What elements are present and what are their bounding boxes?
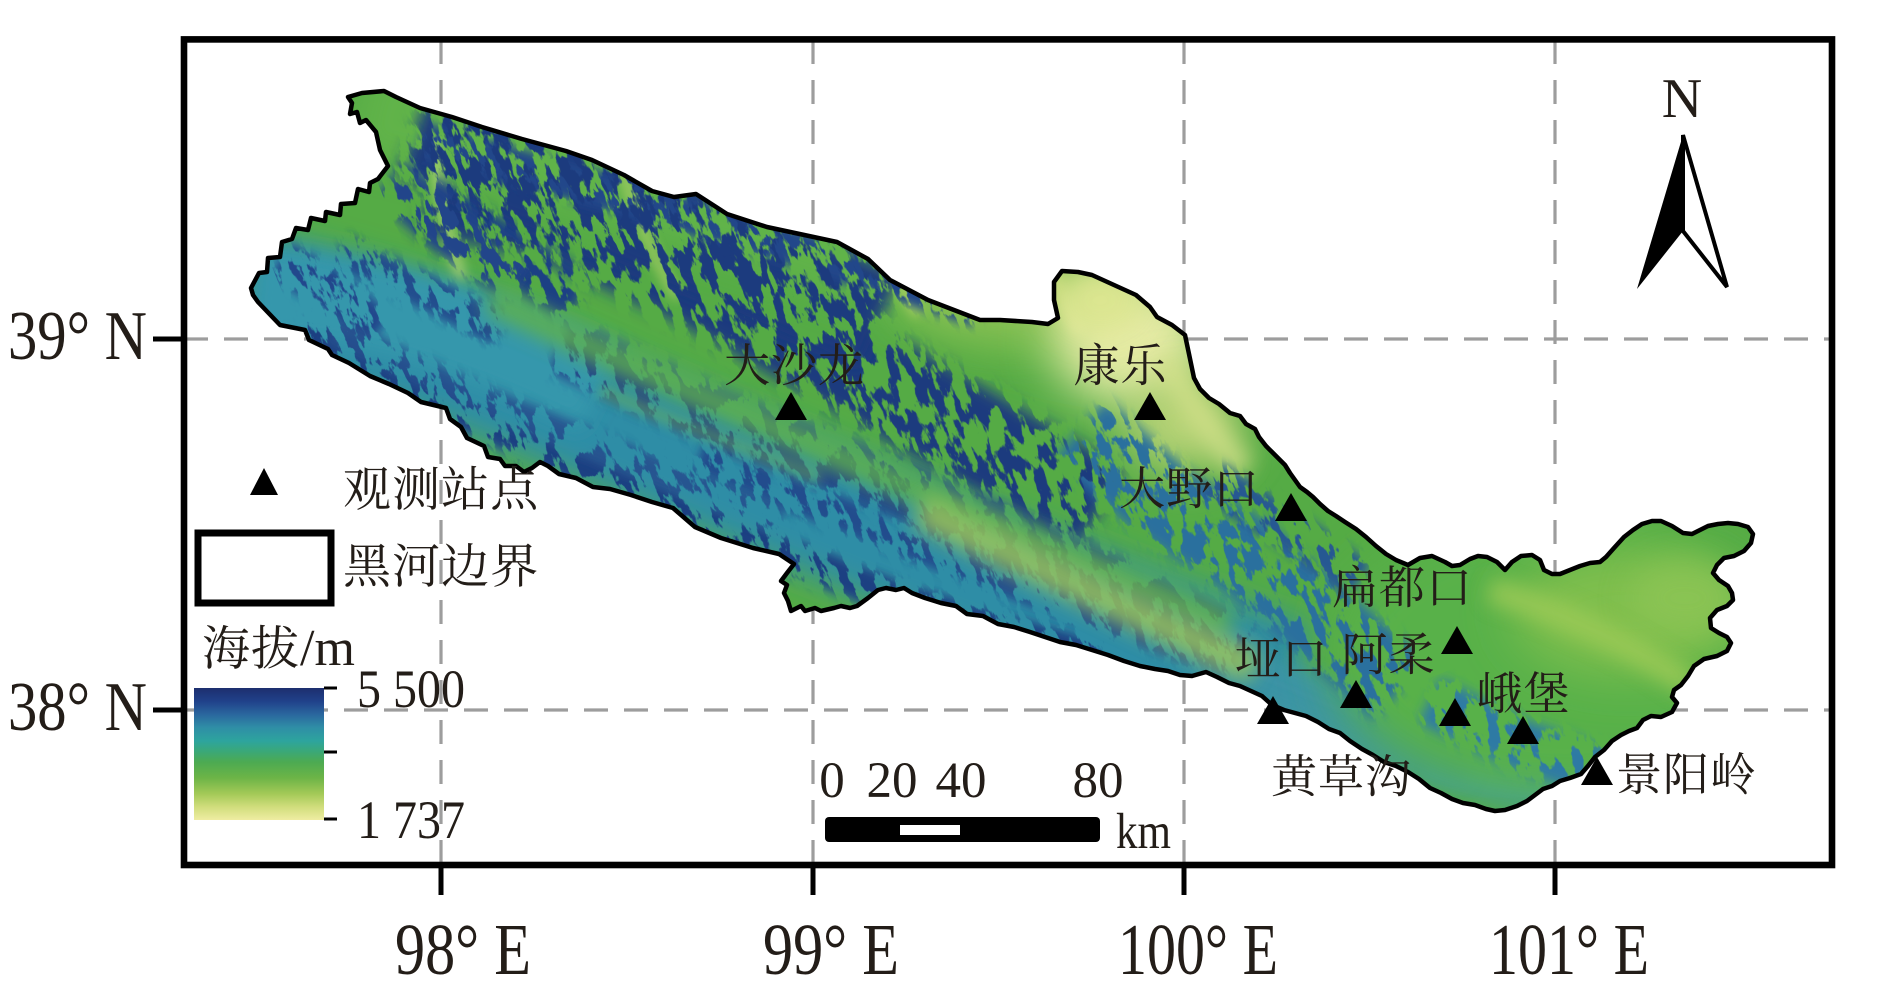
svg-text:20: 20 bbox=[867, 753, 918, 809]
svg-text:100° E: 100° E bbox=[1118, 909, 1278, 990]
svg-text:98° E: 98° E bbox=[395, 909, 531, 990]
svg-text:80: 80 bbox=[1073, 753, 1124, 809]
svg-text:1 737: 1 737 bbox=[357, 790, 465, 850]
svg-text:38° N: 38° N bbox=[8, 669, 147, 746]
svg-text:40: 40 bbox=[936, 753, 987, 809]
svg-text:0: 0 bbox=[819, 753, 845, 809]
svg-text:39° N: 39° N bbox=[8, 298, 147, 375]
svg-text:5 500: 5 500 bbox=[357, 659, 465, 719]
svg-text:N: N bbox=[1662, 68, 1702, 130]
svg-text:km: km bbox=[1116, 804, 1171, 860]
svg-text:99° E: 99° E bbox=[763, 909, 899, 990]
svg-text:/m: /m bbox=[300, 620, 355, 677]
svg-text:101° E: 101° E bbox=[1489, 909, 1649, 990]
